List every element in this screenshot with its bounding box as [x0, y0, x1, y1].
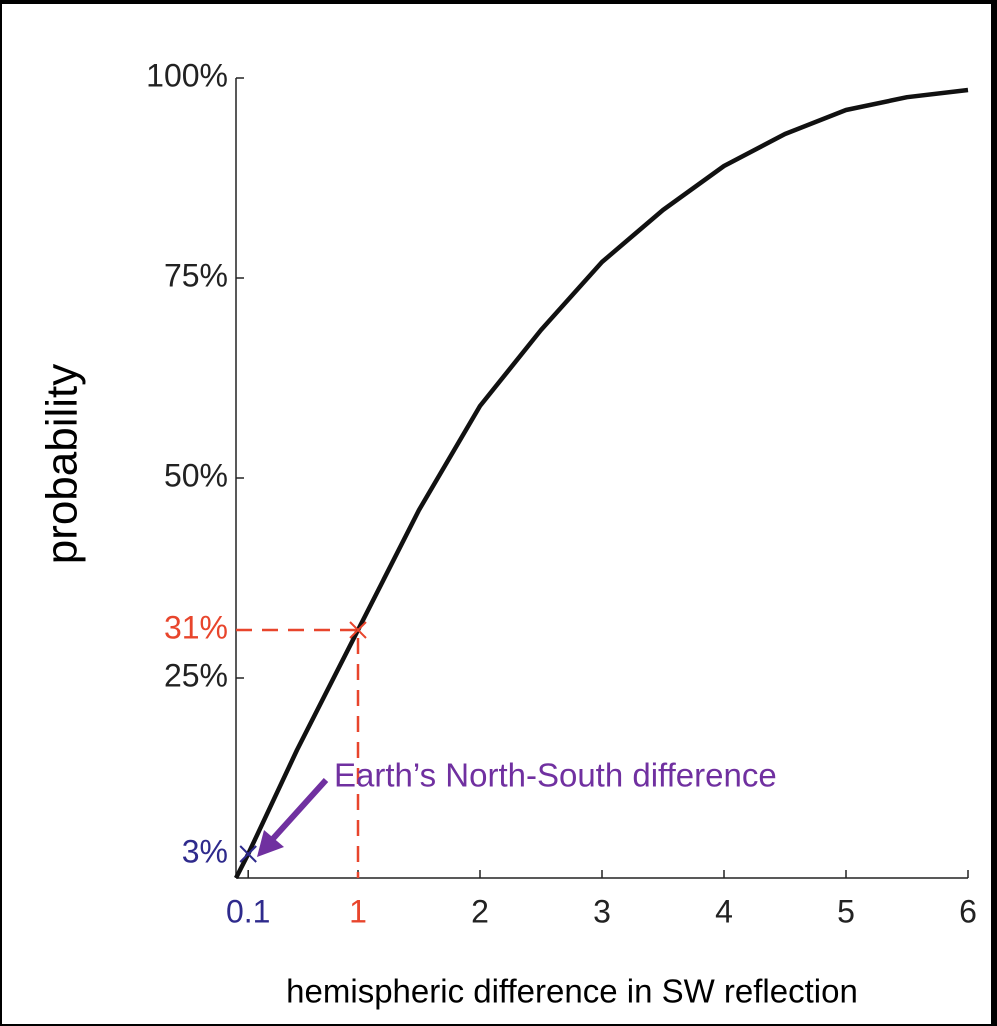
y-axis-label: probability: [38, 364, 87, 565]
x-tick-label: 4: [715, 893, 733, 929]
x-tick-label: 2: [471, 893, 489, 929]
x-axis-label: hemispheric difference in SW reflection: [286, 973, 858, 1010]
y-tick-label: 100%: [146, 57, 228, 93]
annotation: Earth’s North-South difference: [334, 757, 777, 794]
y-tick-label: 25%: [164, 657, 228, 693]
marker: [239, 845, 257, 863]
x-tick-label: 3: [593, 893, 611, 929]
chart: probability hemispheric difference in SW…: [38, 57, 977, 1010]
guide-line: [236, 628, 360, 878]
y-tick-label: 50%: [164, 457, 228, 493]
x-tick-label: 6: [959, 893, 977, 929]
highlight-y-label: 3%: [182, 833, 228, 869]
highlight-y-label: 31%: [164, 609, 228, 645]
x-tick-label: 1: [349, 893, 367, 929]
curve: [233, 87, 969, 880]
x-tick-label: 5: [837, 893, 855, 929]
marker: [349, 621, 367, 639]
y-tick-label: 75%: [164, 257, 228, 293]
x-tick-label: 0.1: [226, 893, 270, 929]
annotation-arrow-shaft: [267, 777, 329, 845]
annotation-arrow-head: [257, 830, 284, 857]
